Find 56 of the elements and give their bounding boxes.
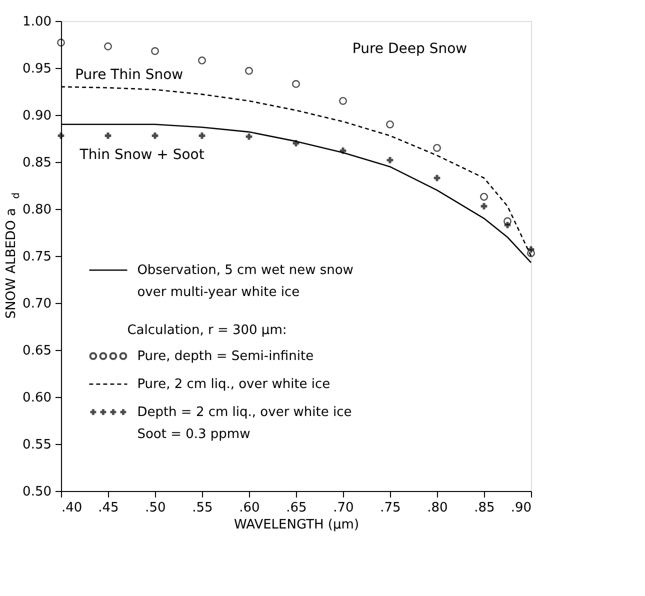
point bbox=[245, 66, 253, 75]
point bbox=[386, 156, 394, 164]
point bbox=[152, 132, 158, 139]
annotation: Pure Thin Snow bbox=[75, 67, 184, 84]
annotation: Thin Snow + Soot bbox=[78, 146, 205, 163]
point bbox=[480, 203, 488, 210]
annotation: Pure Deep Snow bbox=[352, 41, 468, 58]
y-tick-label: 0.50 bbox=[22, 484, 52, 500]
point bbox=[246, 133, 252, 140]
x-tick-label: .65 bbox=[286, 500, 307, 516]
legend-label: Pure, 2 cm liq., over white ice bbox=[137, 377, 330, 392]
x-tick-label: .60 bbox=[239, 500, 260, 516]
x-tick-label: .85 bbox=[474, 500, 495, 516]
point bbox=[104, 132, 112, 139]
annotation: Calculation, r = 300 μm: bbox=[127, 323, 287, 338]
point bbox=[104, 42, 112, 50]
point bbox=[528, 246, 534, 253]
point bbox=[292, 80, 300, 88]
y-tick-label: 0.65 bbox=[22, 344, 52, 358]
point bbox=[339, 96, 347, 105]
point bbox=[57, 38, 65, 47]
y-tick-label: 0.80 bbox=[22, 202, 52, 218]
x-tick-label: .50 bbox=[145, 500, 166, 516]
x-axis-title: WAVELENGTH (μm) bbox=[234, 518, 360, 532]
point bbox=[58, 132, 64, 139]
x-tick-label: .80 bbox=[427, 500, 448, 516]
y-tick-label: 0.75 bbox=[22, 250, 52, 264]
y-tick-label: 0.95 bbox=[22, 62, 52, 76]
point bbox=[527, 249, 535, 258]
point bbox=[504, 217, 512, 226]
x-tick-label: .75 bbox=[380, 500, 401, 516]
x-tick-label: .90 bbox=[510, 500, 532, 516]
y-tick-label: 0.85 bbox=[22, 156, 52, 170]
x-tick-label: .40 bbox=[62, 500, 82, 516]
y-tick-label: 1.00 bbox=[22, 14, 52, 30]
y-tick-label: 0.55 bbox=[22, 438, 52, 452]
x-tick-label: .55 bbox=[192, 500, 213, 516]
legend-label: Observation, 5 cm wet new snow over multi-year white ice bbox=[137, 263, 354, 300]
x-tick-label: .45 bbox=[98, 500, 119, 516]
legend-label: Depth = 2 cm liq., over white ice Soot = 0.3 ppmw bbox=[137, 405, 352, 442]
y-tick-label: 0.90 bbox=[22, 108, 52, 124]
point bbox=[198, 132, 206, 139]
point bbox=[198, 56, 206, 64]
point bbox=[434, 174, 440, 182]
point bbox=[151, 47, 159, 56]
x-tick-label: .70 bbox=[333, 500, 354, 516]
y-tick-label: 0.70 bbox=[22, 296, 52, 312]
y-axis-title: SNOW ALBEDO ad bbox=[4, 192, 22, 319]
point bbox=[480, 192, 488, 201]
y-tick-label: 0.60 bbox=[22, 390, 52, 406]
point bbox=[504, 222, 511, 228]
legend-label: Pure, depth = Semi-infinite bbox=[137, 349, 314, 364]
point bbox=[292, 140, 300, 146]
point bbox=[433, 144, 441, 152]
point bbox=[386, 120, 394, 128]
point bbox=[340, 148, 346, 154]
